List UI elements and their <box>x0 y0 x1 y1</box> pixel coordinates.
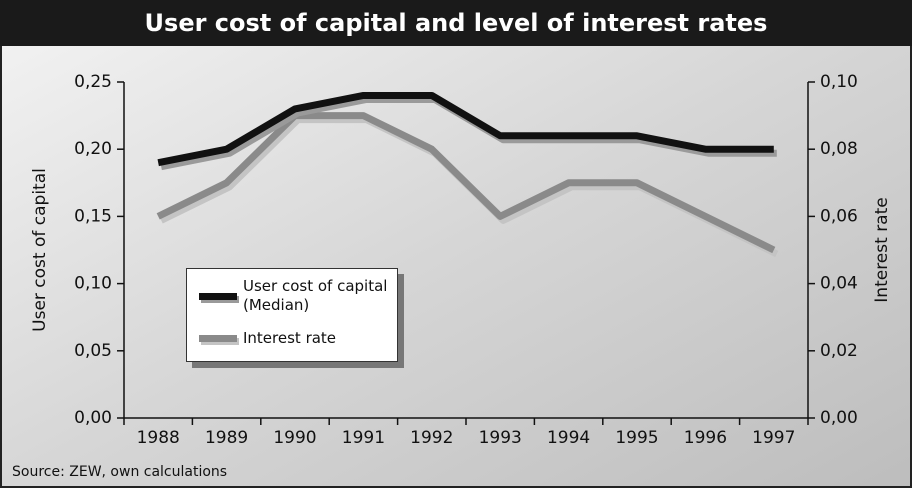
legend-label: User cost of capital (Median) <box>243 277 388 314</box>
y2-tick-label: 0,08 <box>820 139 858 159</box>
y-tick-label: 0,25 <box>74 72 112 92</box>
x-tick-label: 1991 <box>342 428 385 448</box>
legend-swatch <box>199 335 237 342</box>
legend-swatch <box>199 293 237 300</box>
source: Source: ZEW, own calculations <box>12 464 227 480</box>
chart-title: User cost of capital and level of intere… <box>145 9 768 37</box>
x-tick-label: 1990 <box>273 428 316 448</box>
y-tick-label: 0,10 <box>74 274 112 294</box>
x-tick-label: 1993 <box>479 428 522 448</box>
y-axis-label: User cost of capital <box>30 168 50 332</box>
y2-tick-label: 0,06 <box>820 206 858 226</box>
line <box>157 91 774 167</box>
y2-tick-label: 0,00 <box>820 408 858 428</box>
y-tick-label: 0,00 <box>74 408 112 428</box>
y-tick-label: 0,15 <box>74 206 112 226</box>
y2-tick-label: 0,02 <box>820 341 858 361</box>
x-tick-label: 1992 <box>410 428 453 448</box>
y-tick-label: 0,05 <box>74 341 112 361</box>
x-tick-label: 1988 <box>137 428 180 448</box>
x-tick-label: 1995 <box>615 428 658 448</box>
legend-label: Interest rate <box>243 329 337 347</box>
x-tick-label: 1994 <box>547 428 590 448</box>
y-tick-label: 0,20 <box>74 139 112 159</box>
title-bar <box>0 0 912 46</box>
legend: User cost of capital (Median) Interest ra… <box>186 268 398 362</box>
line <box>156 112 776 254</box>
x-tick-label: 1996 <box>684 428 727 448</box>
y2-axis-label: Interest rate <box>872 197 892 302</box>
y2-tick-label: 0,04 <box>820 274 858 294</box>
y2-tick-label: 0,10 <box>820 72 858 92</box>
x-tick-label: 1997 <box>752 428 795 448</box>
x-tick-label: 1989 <box>205 428 248 448</box>
